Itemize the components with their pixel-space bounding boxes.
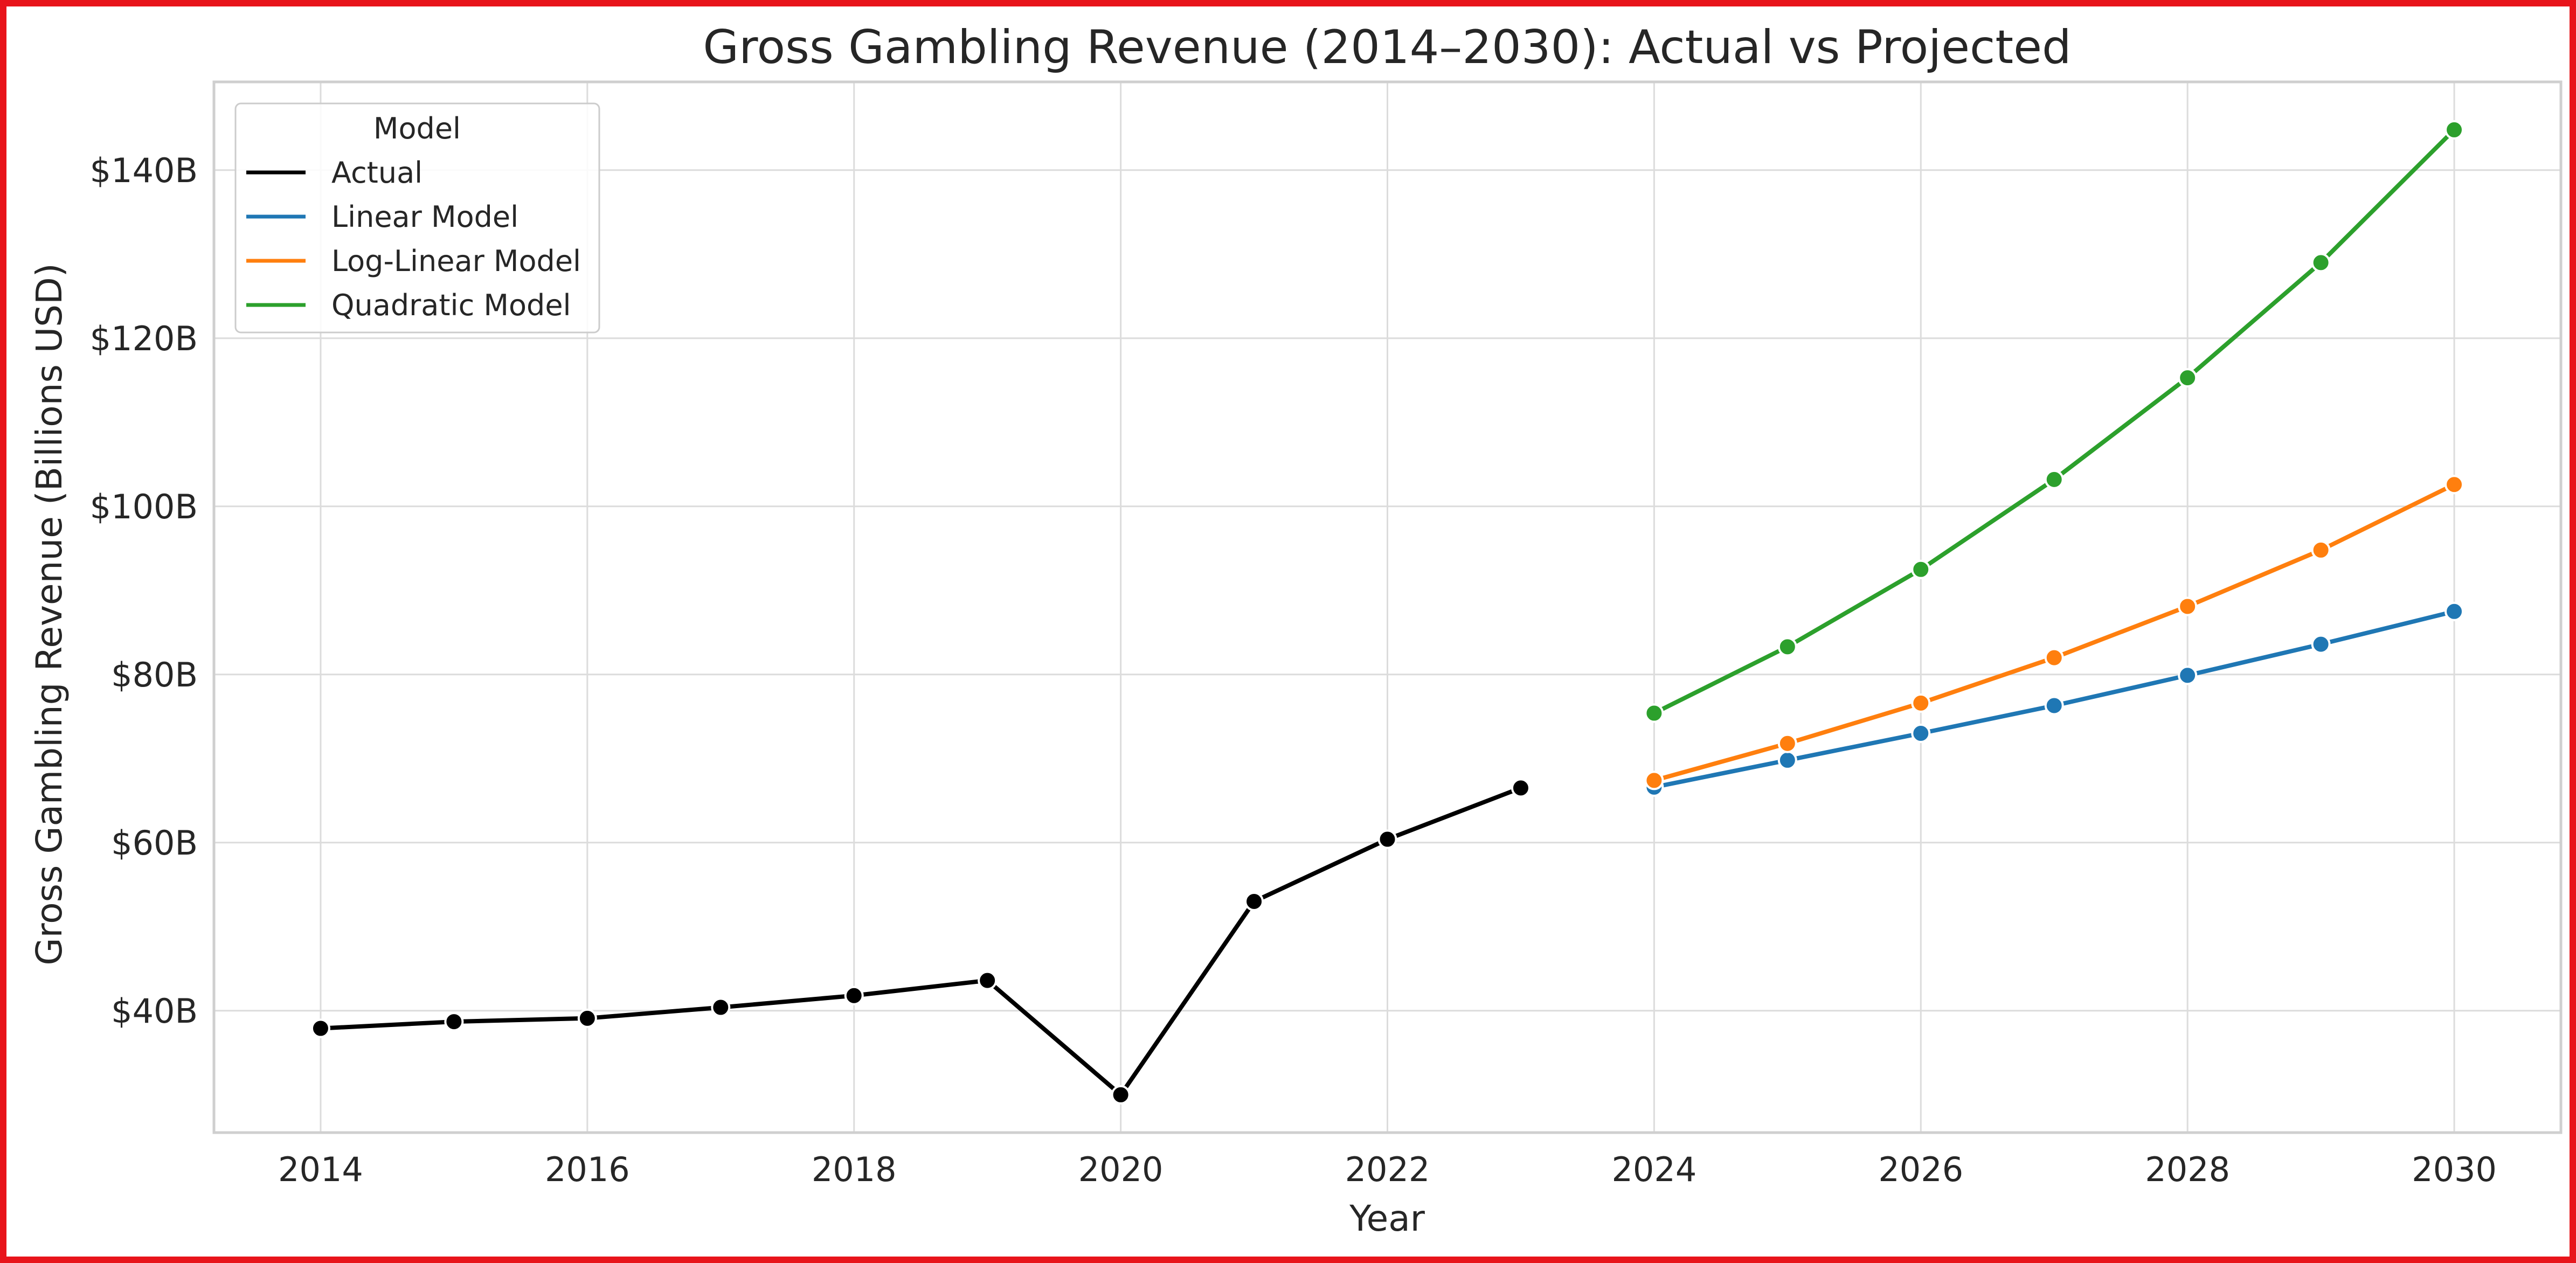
x-tick-label: 2020 <box>1078 1150 1164 1189</box>
data-point-linear-model <box>2178 665 2198 685</box>
x-axis-ticks: 2014 2016 2018 2020 2022 2024 2026 2028 2030 <box>278 1150 2497 1189</box>
legend-label-linear-model: Linear Model <box>331 200 518 234</box>
legend: Model Actual Linear Model Log-Linear Model Q… <box>234 102 600 334</box>
x-tick-label: 2022 <box>1345 1150 1430 1189</box>
legend-title: Model <box>373 112 461 145</box>
legend-label-actual: Actual <box>331 156 423 190</box>
x-tick-label: 2024 <box>1611 1150 1696 1189</box>
data-point-log-linear-model <box>2311 540 2331 560</box>
data-point-log-linear-model <box>1777 733 1797 753</box>
data-point-linear-model <box>2445 601 2464 621</box>
series-quadratic-model <box>1644 120 2464 723</box>
x-tick-label: 2018 <box>812 1150 897 1189</box>
x-tick-label: 2030 <box>2412 1150 2497 1189</box>
y-tick-label: $120B <box>90 319 198 358</box>
data-series <box>310 120 2464 1105</box>
data-point-quadratic-model <box>2044 469 2064 489</box>
series-line-quadratic-model <box>1652 127 2456 716</box>
grid <box>214 82 2561 1133</box>
x-axis-label: Year <box>1349 1198 1425 1239</box>
series-line-actual <box>318 786 1523 1097</box>
data-point-actual <box>444 1012 464 1032</box>
data-point-quadratic-model <box>1911 559 1931 579</box>
data-point-linear-model <box>1911 724 1931 743</box>
data-point-linear-model <box>1777 750 1797 770</box>
y-axis-label: Gross Gambling Revenue (Billions USD) <box>29 263 70 965</box>
data-point-quadratic-model <box>1777 637 1797 657</box>
data-point-actual <box>1377 829 1397 849</box>
x-tick-label: 2014 <box>278 1150 363 1189</box>
data-point-linear-model <box>2311 634 2331 654</box>
series-line-log-linear-model <box>1652 482 2456 783</box>
series-actual <box>310 778 1531 1105</box>
data-point-actual <box>1511 778 1531 798</box>
data-point-log-linear-model <box>2044 648 2064 668</box>
data-point-log-linear-model <box>1911 693 1931 713</box>
data-point-quadratic-model <box>2178 368 2198 388</box>
y-tick-label: $60B <box>111 823 198 863</box>
data-point-linear-model <box>2044 696 2064 716</box>
data-point-actual <box>844 986 864 1005</box>
data-point-log-linear-model <box>2178 596 2198 616</box>
y-axis-ticks: $40B $60B $80B $100B $120B $140B <box>90 151 198 1031</box>
data-point-quadratic-model <box>2311 253 2331 273</box>
legend-label-log-linear-model: Log-Linear Model <box>331 244 581 278</box>
line-chart: Gross Gambling Revenue (2014–2030): Actu… <box>29 20 2563 1239</box>
chart-title: Gross Gambling Revenue (2014–2030): Actu… <box>703 20 2071 74</box>
data-point-log-linear-model <box>1644 771 1664 790</box>
x-tick-label: 2028 <box>2145 1150 2230 1189</box>
data-point-actual <box>1244 892 1264 911</box>
y-tick-label: $140B <box>90 151 198 190</box>
y-tick-label: $40B <box>111 991 198 1031</box>
y-tick-label: $80B <box>111 655 198 695</box>
legend-box <box>234 102 600 334</box>
x-tick-label: 2016 <box>545 1150 630 1189</box>
data-point-actual <box>711 997 731 1017</box>
plot-frame <box>212 80 2563 1134</box>
data-point-actual <box>577 1008 597 1028</box>
series-log-linear-model <box>1644 475 2464 790</box>
data-point-actual <box>978 970 998 990</box>
y-tick-label: $100B <box>90 487 198 526</box>
data-point-actual <box>1111 1085 1131 1105</box>
x-tick-label: 2026 <box>1878 1150 1963 1189</box>
series-linear-model <box>1644 601 2464 797</box>
data-point-actual <box>310 1018 330 1038</box>
legend-label-quadratic-model: Quadratic Model <box>331 288 571 322</box>
data-point-log-linear-model <box>2445 475 2464 495</box>
data-point-quadratic-model <box>2445 120 2464 140</box>
data-point-quadratic-model <box>1644 703 1664 723</box>
